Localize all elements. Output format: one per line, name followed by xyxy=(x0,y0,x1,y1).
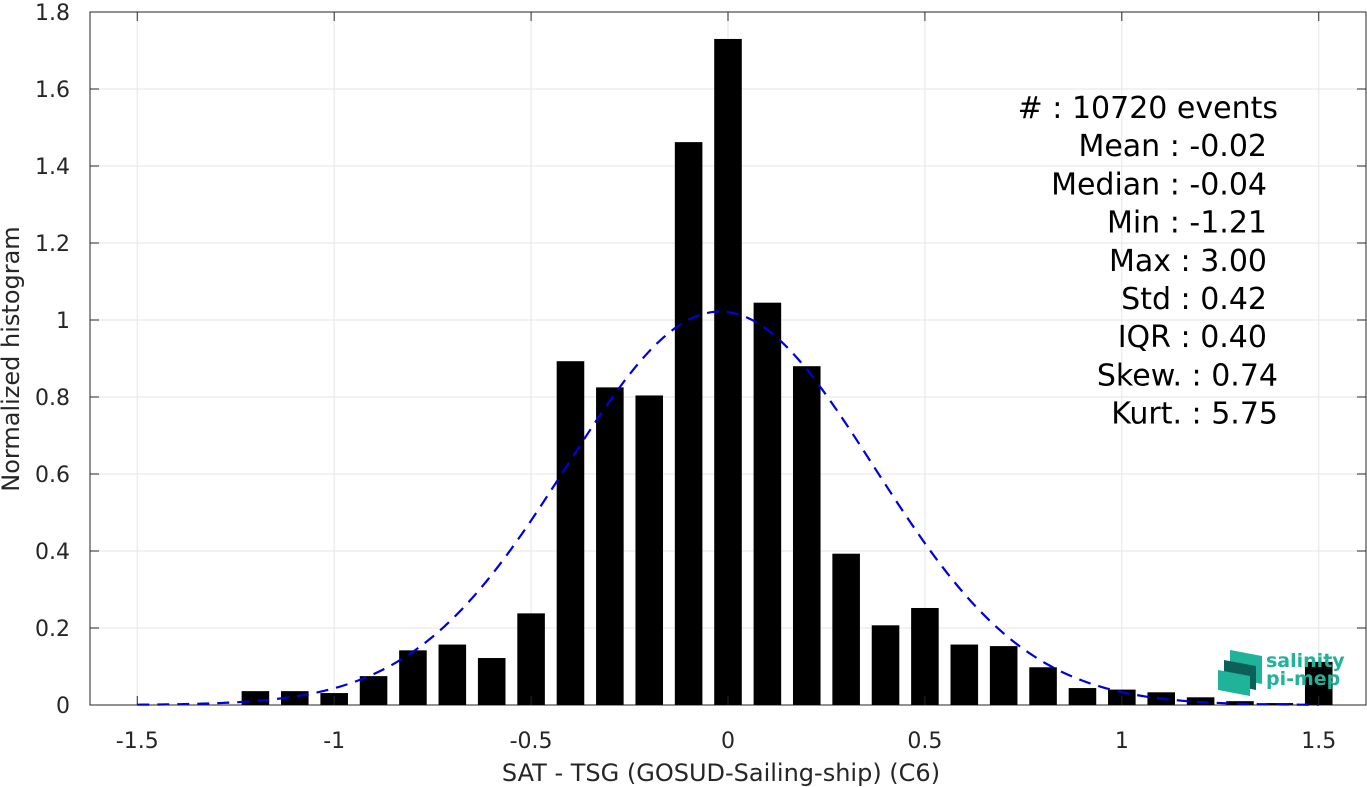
y-axis-label: Normalized histogram xyxy=(0,226,25,491)
logo-text-pimep: pi-mep xyxy=(1266,668,1340,690)
bars-group xyxy=(241,38,1333,705)
histogram-bar xyxy=(911,607,939,705)
x-tick-label: 0 xyxy=(721,729,735,754)
x-axis-label: SAT - TSG (GOSUD-Sailing-ship) (C6) xyxy=(502,759,940,787)
stat-line: Min : -1.21 xyxy=(1107,206,1267,241)
y-tick-label: 0.6 xyxy=(35,463,70,488)
histogram-bar xyxy=(714,38,742,705)
histogram-bar xyxy=(399,650,427,705)
y-tick-label: 1.8 xyxy=(35,1,70,26)
stat-line: # : 10720 events xyxy=(1018,91,1278,126)
histogram-bar xyxy=(950,644,979,705)
salinity-pimep-logo: salinity pi-mep xyxy=(1218,650,1345,696)
y-tick-label: 1.6 xyxy=(35,78,70,103)
stat-line: Std : 0.42 xyxy=(1121,282,1267,317)
y-axis-ticks: 0 0.2 0.4 0.6 0.8 1 1.2 1.4 1.6 1.8 xyxy=(35,1,1366,719)
y-tick-label: 0 xyxy=(56,694,70,719)
histogram-bar xyxy=(871,625,900,705)
histogram-bar xyxy=(989,646,1018,705)
histogram-bar xyxy=(477,658,506,705)
y-tick-label: 0.2 xyxy=(35,617,70,642)
x-tick-label: 1.5 xyxy=(1301,729,1336,754)
x-tick-label: -0.5 xyxy=(510,729,553,754)
y-tick-label: 0.4 xyxy=(35,540,70,565)
histogram-bar xyxy=(753,302,782,705)
x-axis-ticks: -1.5 -1 -0.5 0 0.5 1 1.5 xyxy=(116,12,1336,754)
y-tick-label: 1.4 xyxy=(35,155,70,180)
histogram-bar xyxy=(792,366,821,705)
histogram-bar xyxy=(556,361,585,705)
histogram-bar xyxy=(635,395,664,705)
histogram-bar xyxy=(832,553,860,705)
stat-line: Max : 3.00 xyxy=(1109,244,1267,279)
x-tick-label: -1 xyxy=(323,729,345,754)
stat-line: Mean : -0.02 xyxy=(1078,129,1267,164)
histogram-bar xyxy=(241,691,270,705)
logo-mark-icon xyxy=(1218,650,1262,696)
histogram-bar xyxy=(438,644,467,705)
histogram-bar xyxy=(517,613,545,705)
stat-line: Kurt. : 5.75 xyxy=(1111,397,1278,432)
x-tick-label: 1 xyxy=(1115,729,1129,754)
histogram-bar xyxy=(596,387,624,705)
x-tick-label: -1.5 xyxy=(116,729,159,754)
x-tick-label: 0.5 xyxy=(907,729,942,754)
stat-line: Skew. : 0.74 xyxy=(1097,358,1278,393)
stat-line: Median : -0.04 xyxy=(1051,167,1267,202)
gaussian-fit-curve xyxy=(137,310,1319,706)
histogram-bar xyxy=(674,142,703,705)
y-tick-label: 1.2 xyxy=(35,232,70,257)
histogram-bar xyxy=(359,676,388,705)
histogram-bar xyxy=(1068,688,1097,705)
y-tick-label: 0.8 xyxy=(35,386,70,411)
stat-line: IQR : 0.40 xyxy=(1118,320,1267,355)
histogram-bar xyxy=(1029,667,1057,705)
logo-text-salinity: salinity xyxy=(1266,650,1345,672)
y-tick-label: 1 xyxy=(56,309,70,334)
